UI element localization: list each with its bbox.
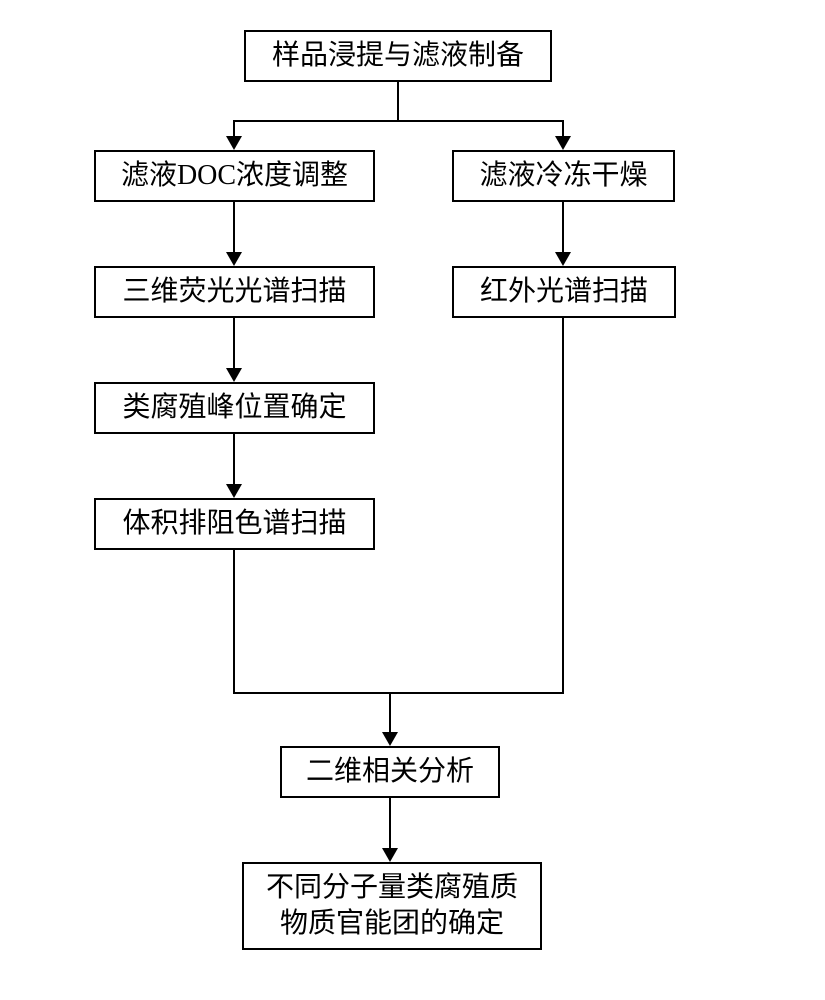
- node-label: 样品浸提与滤液制备: [272, 38, 524, 74]
- node-2d-correlation: 二维相关分析: [280, 746, 500, 798]
- node-3d-fluorescence: 三维荧光光谱扫描: [94, 266, 375, 318]
- edge-line: [233, 318, 235, 370]
- node-label: 三维荧光光谱扫描: [122, 274, 346, 310]
- edge-line: [233, 202, 235, 254]
- arrow-head: [226, 484, 242, 498]
- node-label: 不同分子量类腐殖质 物质官能团的确定: [266, 870, 518, 943]
- edge-line: [234, 120, 564, 122]
- node-label: 红外光谱扫描: [480, 274, 648, 310]
- arrow-head: [555, 136, 571, 150]
- arrow-head: [382, 732, 398, 746]
- node-infrared: 红外光谱扫描: [452, 266, 676, 318]
- edge-line: [233, 434, 235, 486]
- node-label: 滤液冷冻干燥: [479, 158, 647, 194]
- node-doc-adjust: 滤液DOC浓度调整: [94, 150, 375, 202]
- arrow-head: [555, 252, 571, 266]
- node-humic-peak: 类腐殖峰位置确定: [94, 382, 375, 434]
- node-label: 体积排阻色谱扫描: [122, 506, 346, 542]
- node-sample-prep: 样品浸提与滤液制备: [244, 30, 552, 82]
- node-sec-scan: 体积排阻色谱扫描: [94, 498, 375, 550]
- arrow-head: [226, 136, 242, 150]
- node-label: 二维相关分析: [306, 754, 474, 790]
- node-freeze-dry: 滤液冷冻干燥: [452, 150, 675, 202]
- flowchart-container: 样品浸提与滤液制备 滤液DOC浓度调整 滤液冷冻干燥 三维荧光光谱扫描 红外光谱…: [0, 0, 825, 1000]
- edge-line: [389, 798, 391, 850]
- node-label: 滤液DOC浓度调整: [121, 158, 348, 194]
- edge-line: [389, 692, 391, 734]
- node-label: 类腐殖峰位置确定: [122, 390, 346, 426]
- edge-line: [397, 82, 399, 120]
- edge-line: [233, 692, 564, 694]
- arrow-head: [226, 252, 242, 266]
- edge-line: [562, 318, 564, 692]
- arrow-head: [382, 848, 398, 862]
- edge-line: [233, 550, 235, 692]
- node-functional-group: 不同分子量类腐殖质 物质官能团的确定: [242, 862, 542, 950]
- edge-line: [562, 202, 564, 254]
- arrow-head: [226, 368, 242, 382]
